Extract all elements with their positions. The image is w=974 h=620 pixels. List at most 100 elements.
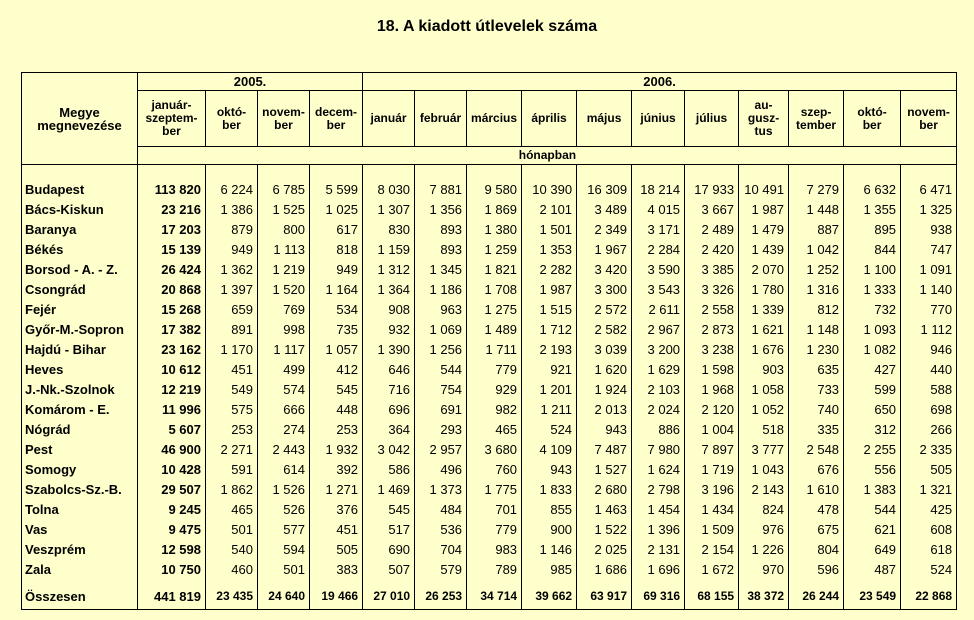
value-cell: 1 987 — [521, 279, 578, 299]
value-cell: 2 271 — [205, 439, 258, 459]
value-cell: 1 211 — [521, 399, 578, 419]
value-cell: 3 326 — [684, 279, 740, 299]
county-name: Békés — [21, 239, 138, 259]
value-cell: 3 196 — [684, 479, 740, 499]
value-cell: 1 676 — [738, 339, 790, 359]
value-cell: 274 — [257, 419, 310, 439]
value-cell: 12 219 — [137, 379, 206, 399]
value-cell: 1 042 — [788, 239, 845, 259]
value-cell: 1 672 — [684, 559, 740, 579]
value-cell: 549 — [205, 379, 258, 399]
value-cell: 929 — [466, 379, 523, 399]
value-cell: 812 — [788, 299, 845, 319]
value-cell: 1 230 — [788, 339, 845, 359]
value-cell: 886 — [631, 419, 686, 439]
value-cell: 769 — [257, 299, 310, 319]
value-cell: 38 372 — [738, 583, 790, 610]
value-cell: 932 — [362, 319, 416, 339]
value-cell: 659 — [205, 299, 258, 319]
value-cell: 970 — [738, 559, 790, 579]
value-cell: 17 382 — [137, 319, 206, 339]
value-cell: 505 — [308, 539, 364, 559]
value-cell: 895 — [843, 219, 902, 239]
passport-table: Megye megnevezése 2005. 2006. január- sz… — [21, 72, 958, 610]
value-cell: 1 069 — [414, 319, 468, 339]
value-cell: 2 131 — [631, 539, 686, 559]
value-cell: 39 662 — [521, 583, 578, 610]
value-cell: 335 — [788, 419, 845, 439]
value-cell: 1 113 — [257, 239, 310, 259]
month-header: március — [466, 90, 523, 147]
value-cell: 10 390 — [521, 175, 578, 199]
value-cell: 113 820 — [137, 175, 206, 199]
value-cell: 891 — [205, 319, 258, 339]
value-cell: 949 — [308, 259, 364, 279]
value-cell: 1 390 — [362, 339, 416, 359]
county-name: Zala — [21, 559, 138, 579]
table-row: Komárom - E. 11 996 575 666 448 696 691 982 1 21… — [21, 399, 958, 419]
month-header: decem- ber — [308, 90, 364, 147]
month-header: július — [684, 90, 740, 147]
value-cell: 1 454 — [631, 499, 686, 519]
value-cell: 9 580 — [466, 175, 523, 199]
table-row: Csongrád 20 868 1 397 1 520 1 164 1 364 1 186 1… — [21, 279, 958, 299]
value-cell: 666 — [257, 399, 310, 419]
value-cell: 2 548 — [788, 439, 845, 459]
value-cell: 893 — [414, 219, 468, 239]
value-cell: 844 — [843, 239, 902, 259]
value-cell: 8 030 — [362, 175, 416, 199]
value-cell: 650 — [843, 399, 902, 419]
table-row: Somogy 10 428 591 614 392 586 496 760 943 1 527 1 … — [21, 459, 958, 479]
month-header: októ- ber — [205, 90, 258, 147]
value-cell: 499 — [257, 359, 310, 379]
value-cell: 15 268 — [137, 299, 206, 319]
value-cell: 2 443 — [257, 439, 310, 459]
value-cell: 1 501 — [521, 219, 578, 239]
month-header: február — [414, 90, 468, 147]
table-row: Budapest 113 820 6 224 6 785 5 599 8 030 7 881… — [21, 175, 958, 199]
value-cell: 1 353 — [521, 239, 578, 259]
month-header: január- szeptem- ber — [137, 90, 206, 147]
county-name: Pest — [21, 439, 138, 459]
value-cell: 900 — [521, 519, 578, 539]
value-cell: 617 — [308, 219, 364, 239]
value-cell: 451 — [308, 519, 364, 539]
value-cell: 1 364 — [362, 279, 416, 299]
value-cell: 6 632 — [843, 175, 902, 199]
value-cell: 1 117 — [257, 339, 310, 359]
table-row: Bács-Kiskun 23 216 1 386 1 525 1 025 1 307 1 3… — [21, 199, 958, 219]
value-cell: 68 155 — [684, 583, 740, 610]
value-cell: 3 489 — [576, 199, 633, 219]
year-2006-header: 2006. — [362, 72, 958, 91]
value-cell: 621 — [843, 519, 902, 539]
value-cell: 3 420 — [576, 259, 633, 279]
value-cell: 2 120 — [684, 399, 740, 419]
value-cell: 18 214 — [631, 175, 686, 199]
value-cell: 12 598 — [137, 539, 206, 559]
county-name: Baranya — [21, 219, 138, 239]
value-cell: 575 — [205, 399, 258, 419]
value-cell: 1 987 — [738, 199, 790, 219]
value-cell: 451 — [205, 359, 258, 379]
county-name: Fejér — [21, 299, 138, 319]
value-cell: 2 420 — [684, 239, 740, 259]
value-cell: 9 475 — [137, 519, 206, 539]
value-cell: 1 515 — [521, 299, 578, 319]
value-cell: 2 013 — [576, 399, 633, 419]
county-name: Komárom - E. — [21, 399, 138, 419]
value-cell: 15 139 — [137, 239, 206, 259]
value-cell: 1 932 — [308, 439, 364, 459]
value-cell: 740 — [788, 399, 845, 419]
value-cell: 448 — [308, 399, 364, 419]
value-cell: 3 777 — [738, 439, 790, 459]
county-header: Megye megnevezése — [21, 72, 138, 165]
value-cell: 594 — [257, 539, 310, 559]
value-cell: 1 219 — [257, 259, 310, 279]
value-cell: 1 159 — [362, 239, 416, 259]
value-cell: 588 — [900, 379, 958, 399]
value-cell: 1 058 — [738, 379, 790, 399]
county-name: Heves — [21, 359, 138, 379]
value-cell: 23 435 — [205, 583, 258, 610]
value-cell: 536 — [414, 519, 468, 539]
value-cell: 4 109 — [521, 439, 578, 459]
